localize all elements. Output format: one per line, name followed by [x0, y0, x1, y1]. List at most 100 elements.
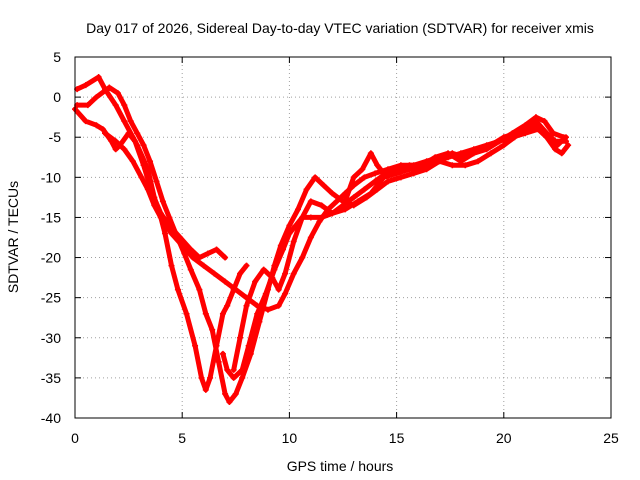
data-point	[372, 178, 379, 185]
data-point	[380, 170, 387, 177]
data-point	[318, 214, 325, 221]
series-track-a	[74, 74, 250, 393]
data-point	[299, 214, 306, 221]
data-point	[187, 266, 194, 273]
data-point	[106, 84, 113, 91]
y-tick-label: -15	[41, 209, 61, 225]
data-point	[93, 94, 100, 101]
data-point	[140, 142, 147, 149]
y-tick-label: -5	[49, 129, 62, 145]
data-point	[189, 254, 196, 261]
data-point	[487, 150, 494, 157]
data-point	[282, 290, 289, 297]
data-point	[168, 230, 175, 237]
data-point	[350, 174, 357, 181]
data-point	[198, 374, 205, 381]
data-point	[355, 198, 362, 205]
data-point	[500, 142, 507, 149]
y-tick-label: -30	[41, 330, 61, 346]
data-point	[232, 286, 239, 293]
data-point	[419, 166, 426, 173]
data-point	[509, 134, 516, 141]
data-point	[200, 262, 207, 269]
y-tick-label: -35	[41, 370, 61, 386]
data-point	[159, 218, 166, 225]
data-point	[213, 246, 220, 253]
data-point	[290, 270, 297, 277]
data-point	[320, 182, 327, 189]
data-point	[179, 242, 186, 249]
data-point	[99, 126, 106, 133]
data-point	[271, 266, 278, 273]
data-point	[535, 126, 542, 133]
data-point	[140, 162, 147, 169]
y-tick-label: -20	[41, 250, 61, 266]
data-point	[222, 278, 229, 285]
data-point	[132, 138, 139, 145]
data-point	[219, 310, 226, 317]
data-point	[445, 154, 452, 161]
data-point	[153, 178, 160, 185]
data-point	[449, 162, 456, 169]
data-point	[196, 286, 203, 293]
data-point	[121, 146, 128, 153]
data-point	[125, 130, 132, 137]
data-point	[222, 254, 229, 261]
data-point	[262, 290, 269, 297]
data-point	[292, 222, 299, 229]
x-tick-label: 5	[178, 430, 186, 446]
data-series	[72, 74, 572, 405]
data-point	[333, 198, 340, 205]
data-point	[406, 166, 413, 173]
x-tick-label: 25	[603, 430, 619, 446]
data-point	[522, 130, 529, 137]
series-track-d	[102, 122, 572, 313]
data-point	[174, 286, 181, 293]
series-line	[72, 106, 228, 261]
axis-ticks: 0 5 10 15 20 25 5 0 -5 -10 -15 -20 -25 -30 -35 -40	[41, 49, 619, 446]
data-point	[361, 174, 368, 181]
data-point	[215, 358, 222, 365]
data-point	[239, 366, 246, 373]
data-point	[397, 174, 404, 181]
x-tick-label: 10	[282, 430, 298, 446]
data-point	[138, 174, 145, 181]
data-point	[286, 222, 293, 229]
data-point	[162, 230, 169, 237]
data-point	[243, 302, 250, 309]
x-tick-label: 20	[496, 430, 512, 446]
data-point	[483, 142, 490, 149]
data-point	[224, 302, 231, 309]
data-point	[222, 390, 229, 397]
data-point	[237, 270, 244, 277]
data-point	[552, 146, 559, 153]
data-point	[202, 386, 209, 393]
data-point	[264, 306, 271, 313]
data-point	[470, 146, 477, 153]
chart-title: Day 017 of 2026, Sidereal Day-to-day VTE…	[86, 20, 594, 36]
data-point	[183, 310, 190, 317]
y-tick-label: -25	[41, 290, 61, 306]
series-track-c	[72, 106, 229, 261]
data-point	[243, 262, 250, 269]
data-point	[159, 198, 166, 205]
x-axis-label: GPS time / hours	[287, 458, 394, 474]
data-point	[385, 178, 392, 185]
data-point	[432, 158, 439, 165]
data-point	[303, 186, 310, 193]
data-point	[114, 90, 121, 97]
data-point	[232, 390, 239, 397]
data-point	[192, 342, 199, 349]
data-point	[82, 118, 89, 125]
data-point	[102, 130, 109, 137]
data-point	[367, 150, 374, 157]
data-point	[457, 158, 464, 165]
y-tick-label: 5	[53, 49, 61, 65]
data-point	[307, 234, 314, 241]
data-point	[541, 118, 548, 125]
data-point	[275, 286, 282, 293]
data-point	[543, 134, 550, 141]
data-point	[93, 122, 100, 129]
series-track-g	[342, 150, 396, 205]
